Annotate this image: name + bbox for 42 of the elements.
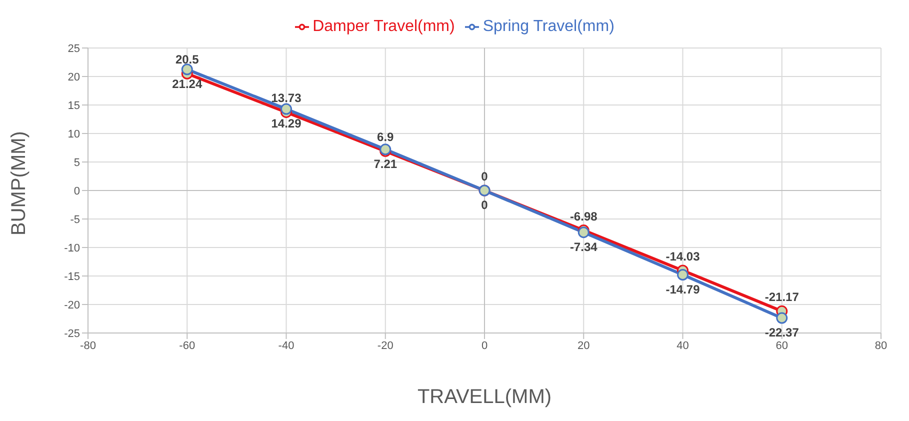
legend-label: Spring Travel(mm) bbox=[482, 18, 614, 35]
x-axis-title: TRAVELL(MM) bbox=[417, 386, 552, 408]
data-label: -22.37 bbox=[764, 326, 800, 340]
data-label: 13.73 bbox=[271, 91, 302, 106]
data-label: 0 bbox=[481, 198, 488, 212]
data-label: 0 bbox=[481, 170, 488, 184]
data-label: 6.9 bbox=[377, 130, 394, 144]
y-tick-label: -20 bbox=[64, 299, 80, 312]
x-tick-label: 0 bbox=[481, 340, 488, 352]
y-tick-label: -5 bbox=[70, 214, 80, 226]
data-label: 20.5 bbox=[175, 52, 200, 67]
y-tick-label: -25 bbox=[64, 328, 80, 340]
data-label: 7.21 bbox=[374, 156, 398, 171]
x-tick-label: -60 bbox=[179, 340, 196, 352]
data-label: -6.98 bbox=[570, 209, 598, 224]
x-tick-label: -20 bbox=[377, 340, 394, 352]
data-label: 14.29 bbox=[271, 116, 302, 131]
data-label: -14.79 bbox=[666, 282, 700, 296]
data-label: -14.03 bbox=[666, 249, 700, 264]
x-tick-label: 80 bbox=[874, 340, 888, 352]
x-tick-label: 20 bbox=[578, 340, 590, 352]
data-label: 21.24 bbox=[172, 76, 202, 91]
point bbox=[280, 103, 292, 115]
y-tick-label: 15 bbox=[68, 100, 80, 112]
x-tick-label: 40 bbox=[676, 340, 689, 352]
y-tick-label: 10 bbox=[68, 128, 80, 140]
x-tick-label: -80 bbox=[80, 340, 96, 352]
x-tick-label: 60 bbox=[776, 340, 788, 352]
y-tick-label: 0 bbox=[74, 185, 80, 198]
y-tick-label: 20 bbox=[68, 71, 80, 84]
data-label: -21.17 bbox=[764, 290, 800, 304]
data-label: -7.34 bbox=[570, 240, 598, 254]
y-tick-label: 5 bbox=[74, 156, 80, 169]
x-tick-label: -40 bbox=[278, 340, 294, 352]
y-tick-label: -15 bbox=[64, 270, 80, 283]
y-tick-label: 25 bbox=[68, 42, 80, 55]
y-tick-label: -10 bbox=[64, 242, 80, 254]
point bbox=[677, 269, 688, 281]
point bbox=[776, 312, 788, 324]
point bbox=[181, 64, 193, 76]
y-axis-title: BUMP(MM) bbox=[8, 131, 30, 236]
legend-label: Damper Travel(mm) bbox=[312, 18, 455, 35]
